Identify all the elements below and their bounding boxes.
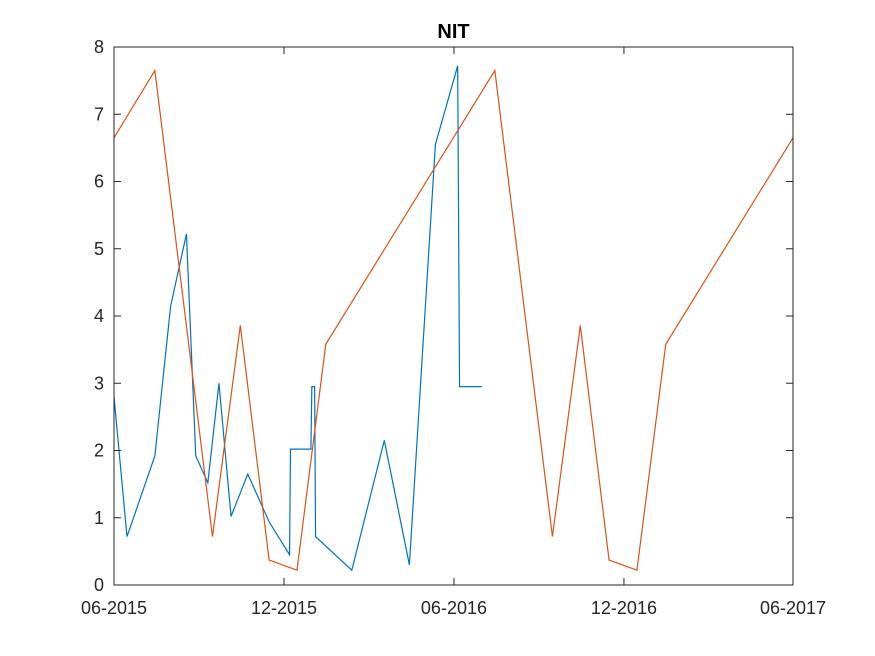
- plot-area: [114, 47, 793, 585]
- y-tick-label: 8: [94, 37, 104, 57]
- series-line-1: [113, 65, 482, 572]
- y-tick-label: 3: [94, 373, 104, 393]
- y-tick-label: 1: [94, 508, 104, 528]
- x-tick-label: 06-2016: [421, 598, 487, 618]
- x-tick-label: 12-2015: [251, 598, 317, 618]
- y-tick-label: 5: [94, 239, 104, 259]
- y-tick-label: 6: [94, 172, 104, 192]
- y-tick-label: 2: [94, 441, 104, 461]
- chart-title: NIT: [437, 21, 469, 43]
- series-layer: [113, 65, 794, 572]
- y-tick-label: 7: [94, 104, 104, 124]
- x-tick-label: 06-2015: [81, 598, 147, 618]
- x-tick-label: 12-2016: [591, 598, 657, 618]
- x-tick-label: 06-2017: [760, 598, 826, 618]
- y-tick-label: 4: [94, 306, 104, 326]
- series-line-2: [113, 68, 794, 572]
- y-axis: 0 1 2 3 4 5 6 7 8: [94, 37, 793, 595]
- x-axis: 06-2015 12-2015 06-2016 12-2016 06-2017: [81, 47, 826, 618]
- y-tick-label: 0: [94, 575, 104, 595]
